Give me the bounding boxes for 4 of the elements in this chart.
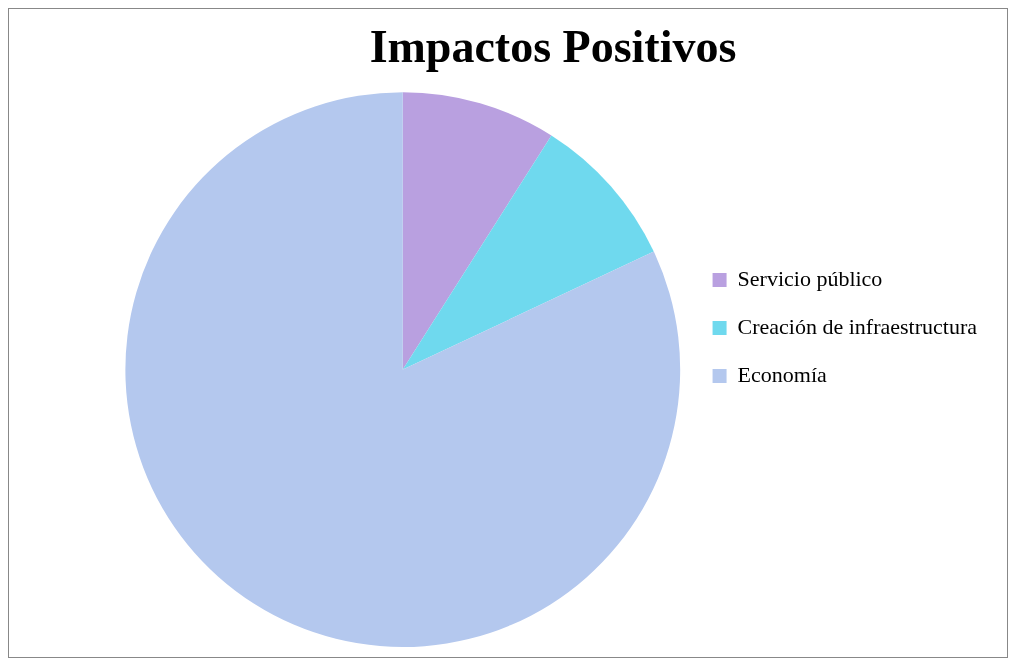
legend-label: Economía [737, 361, 827, 387]
legend-label: Servicio público [737, 265, 883, 291]
chart-title: Impactos Positivos [369, 21, 737, 73]
legend-label: Creación de infraestructura [737, 313, 978, 339]
